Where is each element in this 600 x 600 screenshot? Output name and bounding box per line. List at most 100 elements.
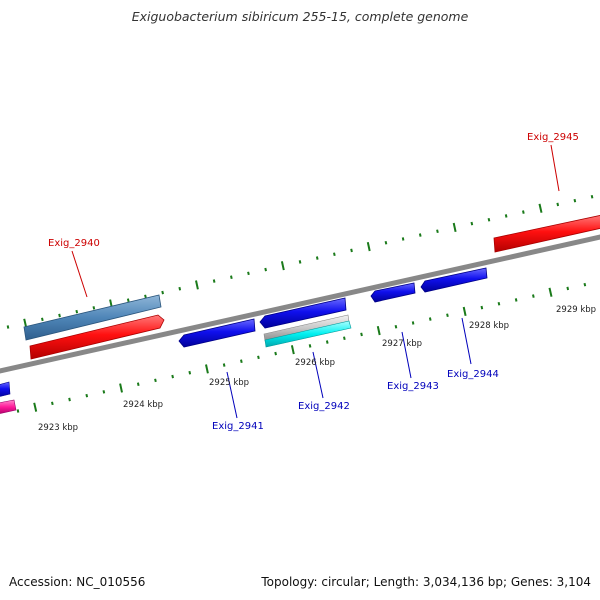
minor-tick [212, 279, 216, 283]
minor-tick [590, 194, 594, 199]
upper-scale-ticks [6, 194, 594, 329]
gene-label-exig-2943[interactable]: Exig_2943 [387, 381, 439, 392]
scale-label: 2925 kbp [209, 378, 249, 388]
minor-tick [257, 355, 260, 360]
gene-label-exig-2941[interactable]: Exig_2941 [212, 421, 264, 432]
major-tick [452, 222, 457, 233]
minor-tick [161, 290, 164, 295]
scale-label: 2926 kbp [295, 358, 335, 368]
minor-tick [487, 217, 491, 222]
lower-scale-ticks [16, 282, 587, 413]
minor-tick [102, 390, 106, 394]
minor-tick [315, 256, 319, 260]
minor-tick [6, 325, 10, 329]
major-tick [205, 364, 209, 374]
minor-tick [343, 336, 346, 341]
minor-tick [274, 351, 277, 356]
major-tick [290, 345, 295, 355]
leader-exig-2943 [401, 331, 412, 379]
minor-tick [350, 248, 353, 253]
minor-tick [308, 344, 312, 348]
genome-summary-text: Topology: circular; Length: 3,034,136 bp… [261, 575, 591, 589]
minor-tick [411, 321, 415, 325]
major-tick [195, 280, 199, 290]
gene-exig-2941[interactable] [178, 318, 256, 348]
genome-backbone [0, 234, 600, 374]
minor-tick [446, 313, 449, 318]
leader-exig-2940 [71, 250, 88, 298]
minor-tick [401, 237, 405, 241]
scale-label: 2923 kbp [38, 423, 78, 433]
scale-label: 2924 kbp [123, 400, 163, 410]
gene-left-edge-blue[interactable] [0, 381, 11, 397]
gene-exig-2944[interactable] [420, 267, 488, 293]
minor-tick [418, 233, 422, 237]
minor-tick [514, 298, 518, 302]
gene-left-edge-pink[interactable] [0, 399, 17, 414]
minor-tick [325, 340, 329, 344]
gene-label-exig-2940[interactable]: Exig_2940 [48, 238, 100, 249]
minor-tick [497, 301, 501, 306]
minor-tick [566, 286, 570, 291]
minor-tick [85, 393, 89, 398]
scale-label: 2929 kbp [556, 305, 596, 315]
minor-tick [51, 401, 54, 406]
accession-text: Accession: NC_010556 [9, 575, 146, 589]
minor-tick [68, 397, 71, 402]
minor-tick [333, 252, 336, 257]
leader-exig-2945 [550, 144, 560, 192]
minor-tick [240, 359, 243, 364]
scale-label: 2928 kbp [469, 321, 509, 331]
minor-tick [428, 317, 432, 321]
major-tick [366, 241, 371, 252]
minor-tick [171, 374, 174, 379]
minor-tick [188, 370, 192, 375]
map-title: Exiguobacterium sibiricum 255-15, comple… [131, 9, 469, 24]
minor-tick [75, 309, 79, 314]
major-tick [280, 261, 285, 271]
minor-tick [247, 271, 250, 276]
leader-exig-2942 [312, 351, 324, 399]
major-tick [119, 383, 123, 393]
scale-label: 2927 kbp [382, 339, 422, 349]
minor-tick [154, 378, 157, 383]
minor-tick [532, 294, 535, 298]
minor-tick [470, 221, 474, 226]
gene-label-exig-2942[interactable]: Exig_2942 [298, 401, 350, 412]
major-tick [23, 318, 28, 328]
minor-tick [298, 260, 302, 264]
minor-tick [384, 240, 388, 245]
leader-exig-2941 [226, 371, 238, 419]
minor-tick [394, 324, 398, 329]
minor-tick [504, 214, 508, 218]
minor-tick [556, 202, 560, 207]
minor-tick [522, 210, 525, 214]
major-tick [548, 287, 553, 297]
major-tick [538, 203, 543, 213]
minor-tick [144, 294, 147, 299]
major-tick [33, 402, 38, 412]
gene-label-exig-2944[interactable]: Exig_2944 [447, 369, 499, 380]
minor-tick [480, 305, 484, 310]
minor-tick [436, 229, 439, 234]
minor-tick [58, 313, 61, 318]
minor-tick [573, 198, 577, 203]
minor-tick [178, 286, 182, 291]
gene-exig-2940[interactable] [29, 314, 165, 360]
gene-exig-2942-cyan[interactable] [264, 320, 352, 348]
gene-exig-2945[interactable] [493, 215, 600, 253]
gene-exig-2942[interactable] [259, 297, 347, 329]
minor-tick [222, 363, 226, 367]
minor-tick [264, 267, 267, 272]
minor-tick [41, 317, 44, 322]
minor-tick [583, 282, 587, 287]
gene-exig-2943[interactable] [370, 282, 416, 303]
minor-tick [360, 332, 363, 337]
minor-tick [126, 298, 130, 303]
gene-label-exig-2945[interactable]: Exig_2945 [527, 132, 579, 143]
minor-tick [92, 306, 96, 310]
major-tick [376, 325, 381, 336]
gene-exig-2940-ssu[interactable] [23, 294, 162, 341]
